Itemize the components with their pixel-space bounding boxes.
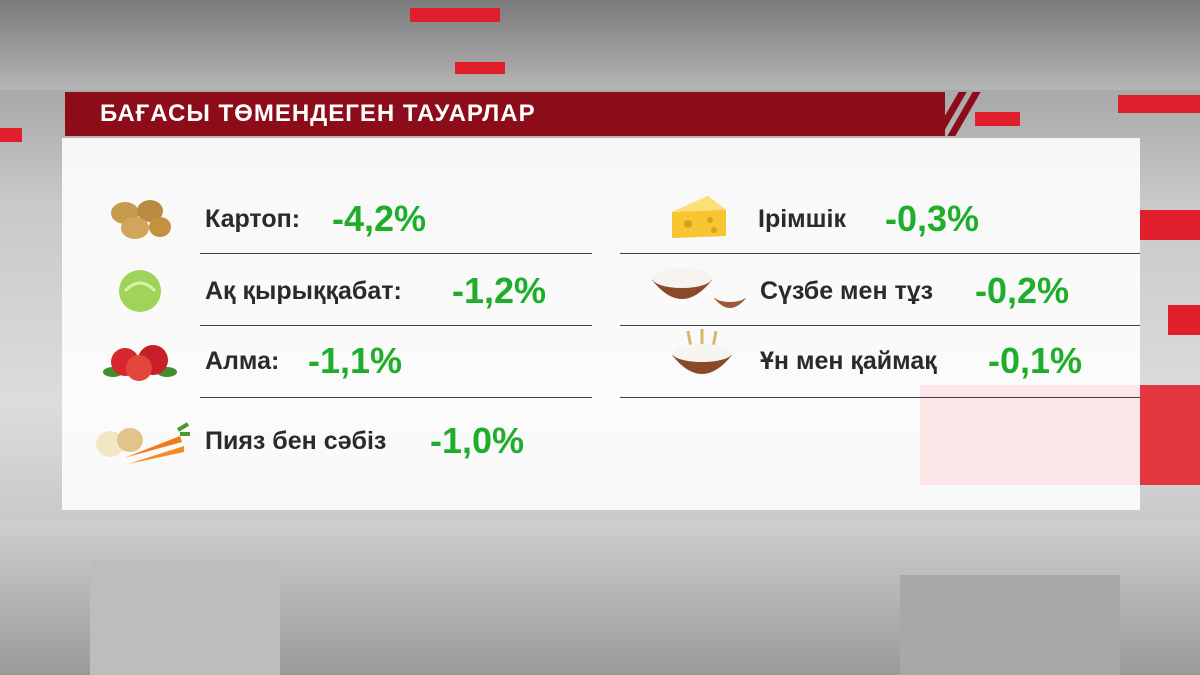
backdrop-block [90, 560, 280, 675]
red-block [0, 128, 22, 142]
item-name: Пияз бен сәбіз [205, 427, 387, 455]
flour-icon [672, 329, 732, 374]
curd-salt-icon [652, 268, 746, 308]
red-block [455, 62, 505, 74]
item-name: Сүзбе мен тұз [760, 277, 934, 305]
backdrop-block [900, 575, 1120, 675]
item-change: -1,0% [430, 420, 525, 461]
item-name: Ұн мен қаймақ [760, 347, 937, 375]
separator [200, 325, 592, 326]
item-change: -0,1% [988, 340, 1083, 381]
panel [62, 138, 1140, 510]
item-change: -0,3% [885, 198, 980, 239]
item-name: Ақ қырыққабат: [205, 277, 402, 305]
separator [620, 253, 1140, 254]
red-block [1168, 305, 1200, 335]
cabbage-icon [119, 270, 161, 312]
item-change: -1,2% [452, 270, 547, 311]
item-change: -4,2% [332, 198, 427, 239]
red-block [1140, 210, 1200, 240]
item-name: Ірімшік [758, 205, 846, 233]
item-change: -1,1% [308, 340, 403, 381]
red-block [975, 112, 1020, 126]
separator [200, 253, 592, 254]
separator [620, 325, 1140, 326]
potato-icon [111, 200, 171, 239]
separator [200, 397, 592, 398]
item-name: Алма: [205, 347, 280, 375]
red-block [410, 8, 500, 22]
apple-icon [103, 345, 177, 381]
backdrop [0, 0, 1200, 90]
onion-carrot-icon [96, 422, 190, 464]
red-block [1118, 95, 1200, 113]
title-bar [65, 92, 945, 136]
item-name: Картоп: [205, 205, 301, 233]
separator [620, 397, 1140, 398]
title: БАҒАСЫ ТӨМЕНДЕГЕН ТАУАРЛАР [100, 100, 536, 127]
cheese-icon [672, 196, 726, 238]
item-change: -0,2% [975, 270, 1070, 311]
